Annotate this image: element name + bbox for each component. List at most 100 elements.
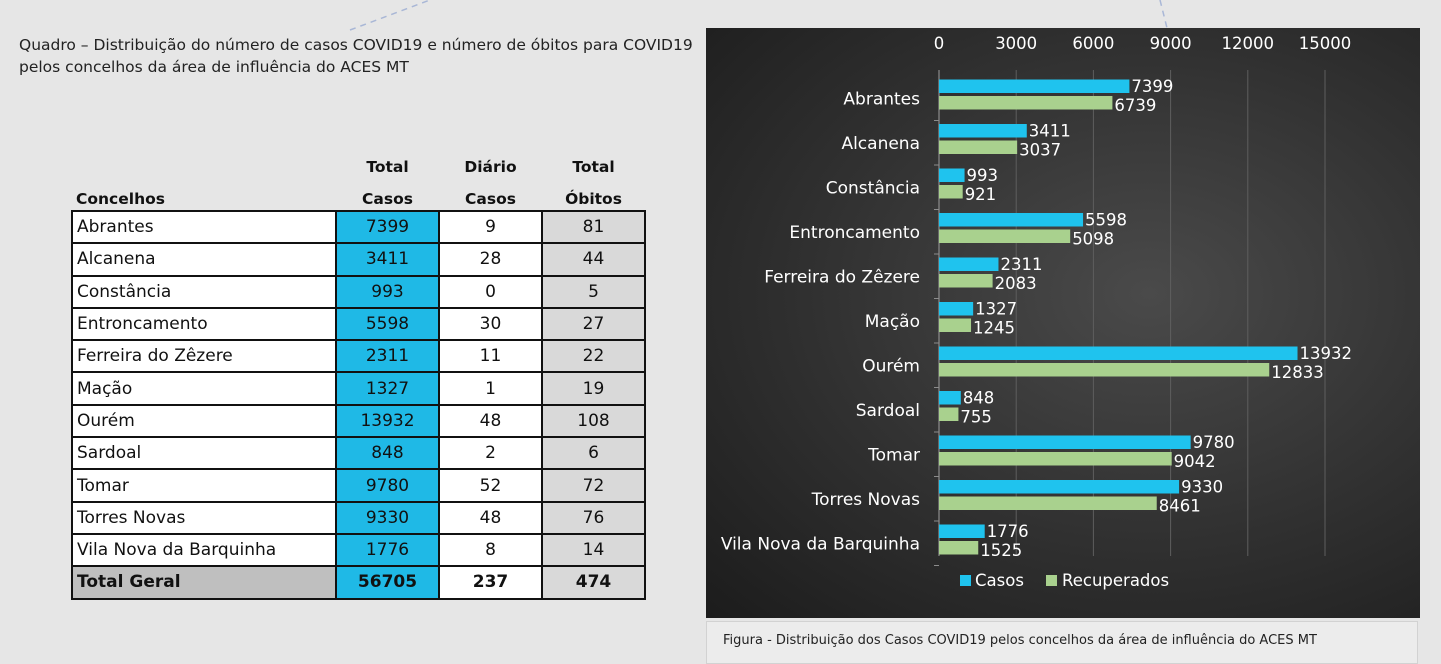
cell-obitos: 27 (541, 306, 646, 342)
cell-obitos: 108 (541, 403, 646, 439)
cell-diario: 8 (438, 532, 543, 568)
data-label-casos: 7399 (1131, 77, 1173, 96)
cell-name: Constância (71, 274, 337, 309)
cases-table-container: Total Diário Total Concelhos Casos Casos… (71, 142, 646, 600)
data-label-casos: 2311 (1000, 255, 1042, 274)
cell-diario: 9 (438, 209, 543, 245)
header-diario-bottom: Casos (465, 190, 516, 208)
data-label-casos: 5598 (1085, 211, 1127, 230)
bar-recuperados (939, 140, 1018, 154)
cell-diario: 28 (438, 242, 543, 277)
bar-recuperados (939, 274, 993, 288)
header-diario-top: Diário (464, 158, 517, 176)
cell-casos: 993 (335, 274, 440, 309)
x-tick-label: 9000 (1150, 34, 1192, 53)
bar-chart: 0 3000 6000 9000 12000 15000 Abrantes 7399 6739 A… (706, 28, 1420, 618)
cell-name: Mação (71, 371, 337, 406)
cell-obitos: 22 (541, 339, 646, 374)
bar-recuperados (939, 541, 979, 555)
figure-caption: Figura - Distribuição dos Casos COVID19 … (706, 621, 1418, 664)
cell-casos: 5598 (335, 306, 440, 342)
cell-name: Abrantes (71, 209, 337, 245)
data-label-casos: 13932 (1300, 344, 1353, 363)
cell-diario: 48 (438, 500, 543, 535)
cell-obitos: 19 (541, 371, 646, 406)
data-label-casos: 1327 (975, 300, 1017, 319)
cell-diario: 1 (438, 371, 543, 406)
category-label: Ferreira do Zêzere (764, 267, 920, 287)
bar-casos (939, 257, 999, 271)
legend-label-recuperados: Recuperados (1062, 571, 1169, 590)
category-label: Vila Nova da Barquinha (721, 534, 920, 554)
bar-casos (939, 391, 961, 405)
table-total-row: Total Geral 56705 237 474 (71, 565, 646, 600)
table-header-row-top: Total Diário Total (72, 142, 645, 176)
data-label-recuperados: 9042 (1174, 452, 1216, 471)
bar-recuperados (939, 185, 963, 199)
cell-name: Tomar (71, 468, 337, 503)
bar-recuperados (939, 96, 1113, 110)
cell-casos: 9780 (335, 468, 440, 503)
cell-name: Alcanena (71, 242, 337, 277)
legend-swatch-casos (960, 575, 971, 586)
cell-casos: 7399 (335, 209, 440, 245)
data-label-recuperados: 921 (965, 185, 997, 204)
bar-recuperados (939, 318, 972, 332)
table-header-row-bottom: Concelhos Casos Casos Óbitos (72, 176, 645, 211)
data-label-casos: 993 (967, 166, 999, 185)
data-label-recuperados: 2083 (995, 274, 1037, 293)
bar-recuperados (939, 229, 1071, 243)
cell-obitos: 76 (541, 500, 646, 535)
cell-casos: 1776 (335, 532, 440, 568)
data-label-casos: 3411 (1029, 122, 1071, 141)
cell-obitos: 474 (541, 565, 646, 600)
x-tick-label: 12000 (1222, 34, 1275, 53)
cell-diario: 2 (438, 436, 543, 471)
table-row: Constância 993 0 5 (71, 274, 646, 309)
bar-casos (939, 346, 1298, 360)
cases-table: Total Diário Total Concelhos Casos Casos… (71, 142, 646, 600)
cell-obitos: 6 (541, 436, 646, 471)
data-label-recuperados: 6739 (1114, 96, 1156, 115)
table-row: Torres Novas 9330 48 76 (71, 500, 646, 535)
table-row: Ferreira do Zêzere 2311 11 22 (71, 339, 646, 374)
category-label: Mação (865, 312, 920, 332)
cell-casos: 848 (335, 436, 440, 471)
x-tick-label: 15000 (1299, 34, 1352, 53)
header-concelhos: Concelhos (76, 190, 165, 208)
cell-obitos: 5 (541, 274, 646, 309)
cell-casos: 3411 (335, 242, 440, 277)
cell-diario: 48 (438, 403, 543, 439)
bar-casos (939, 480, 1180, 494)
cell-diario: 237 (438, 565, 543, 600)
data-label-recuperados: 5098 (1072, 230, 1114, 249)
table-row: Mação 1327 1 19 (71, 371, 646, 406)
table-row: Alcanena 3411 28 44 (71, 242, 646, 277)
cell-name: Ourém (71, 403, 337, 439)
bar-casos (939, 79, 1130, 93)
legend-swatch-recuperados (1046, 575, 1057, 586)
bar-recuperados (939, 407, 959, 421)
data-label-recuperados: 8461 (1159, 497, 1201, 516)
cell-casos: 1327 (335, 371, 440, 406)
table-row: Abrantes 7399 9 81 (71, 209, 646, 245)
cell-diario: 11 (438, 339, 543, 374)
x-tick-label: 6000 (1072, 34, 1114, 53)
cell-casos: 13932 (335, 403, 440, 439)
cell-obitos: 14 (541, 532, 646, 568)
table-caption-line1: Quadro – Distribuição do número de casos… (19, 36, 693, 54)
table-row: Sardoal 848 2 6 (71, 436, 646, 471)
cell-obitos: 81 (541, 209, 646, 245)
bar-casos (939, 302, 974, 316)
legend-label-casos: Casos (975, 571, 1024, 590)
data-label-recuperados: 755 (960, 408, 992, 427)
data-label-recuperados: 12833 (1271, 363, 1324, 382)
bar-recuperados (939, 363, 1270, 377)
bar-casos (939, 435, 1191, 449)
cell-casos: 9330 (335, 500, 440, 535)
category-label: Tomar (867, 445, 920, 465)
cell-name: Vila Nova da Barquinha (71, 532, 337, 568)
x-tick-label: 0 (934, 34, 945, 53)
table-caption-line2: pelos concelhos da área de influência do… (19, 58, 409, 76)
